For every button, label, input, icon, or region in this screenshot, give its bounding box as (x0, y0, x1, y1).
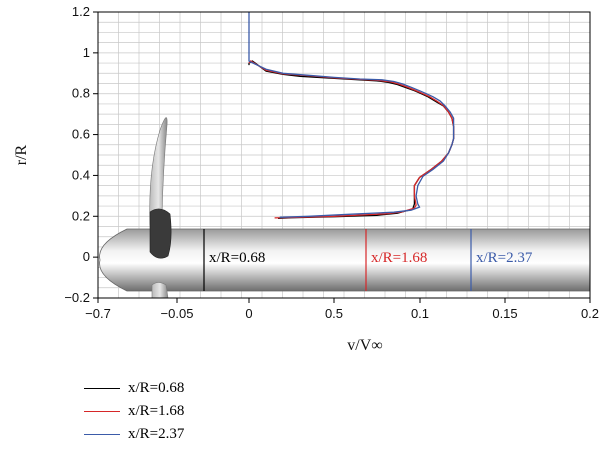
station-label: x/R=0.68 (209, 250, 265, 266)
y-tick-label: 0.8 (72, 86, 90, 101)
x-tick-label: 0 (245, 306, 252, 321)
station-label: x/R=2.37 (476, 250, 533, 266)
legend-item: x/R=2.37 (84, 424, 284, 447)
y-tick-label: 0.2 (72, 208, 90, 223)
series-lines (248, 12, 455, 219)
y-axis-label: r/R (13, 144, 30, 165)
legend-swatch (84, 411, 120, 412)
legend-swatch (84, 388, 120, 389)
legend-label: x/R=2.37 (128, 426, 185, 442)
x-tick-label: 0.2 (581, 306, 599, 321)
plot-frame (97, 11, 591, 299)
y-tick-label: 0.4 (72, 167, 90, 182)
y-tick-label: 1.2 (72, 4, 90, 19)
station-markers: x/R=0.68 x/R=1.68 x/R=2.37 (203, 229, 533, 291)
series-line (248, 12, 455, 218)
blade-upper (149, 117, 168, 226)
blade-lower (151, 282, 169, 299)
legend-swatch (84, 434, 120, 435)
legend: x/R=0.68 x/R=1.68 x/R=2.37 (84, 378, 284, 447)
legend-label: x/R=1.68 (128, 403, 185, 419)
hub-body (99, 228, 591, 292)
x-tick-label: 0.15 (492, 306, 517, 321)
y-tick-label: 0.6 (72, 127, 90, 142)
x-tick-label: 0.1 (411, 306, 429, 321)
series-line (248, 60, 455, 219)
legend-item: x/R=0.68 (84, 378, 284, 401)
legend-label: x/R=0.68 (128, 380, 185, 396)
series-line (248, 60, 455, 219)
y-tick-label: −0.2 (64, 290, 90, 305)
x-tick-label: −0.7 (85, 306, 111, 321)
y-tick-label: 1 (83, 45, 90, 60)
blade-root (149, 208, 172, 259)
x-tick-label: 0.5 (325, 306, 343, 321)
x-axis-label: v/V∞ (347, 337, 382, 354)
y-tick-label: 0 (83, 249, 90, 264)
x-tick-label: −0.05 (161, 306, 194, 321)
propeller-hull-illustration (99, 117, 591, 299)
station-label: x/R=1.68 (371, 250, 427, 266)
legend-item: x/R=1.68 (84, 401, 284, 424)
axes: −0.7 −0.05 0 0.5 0.1 0.15 0.2 −0.2 0 0.2 0.4 0.6 0.8… (64, 4, 599, 321)
